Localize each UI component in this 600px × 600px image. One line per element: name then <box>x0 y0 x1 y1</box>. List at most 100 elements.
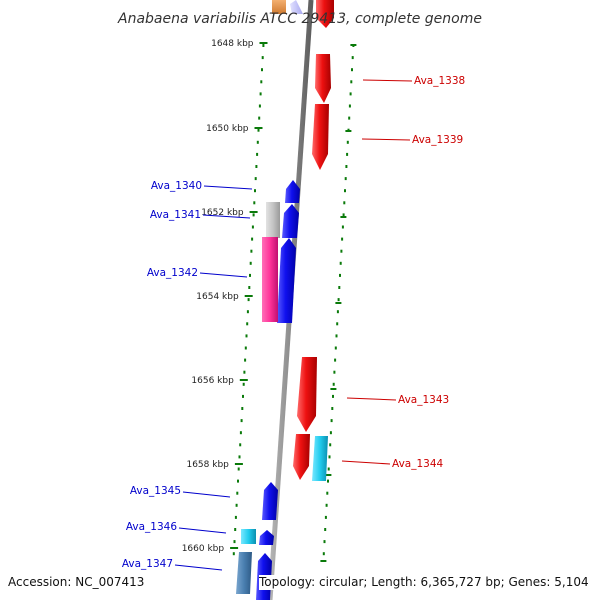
track-tick <box>244 358 247 362</box>
track-tick <box>246 322 249 326</box>
track-tick <box>344 189 346 193</box>
track-tick <box>262 44 265 47</box>
kbp-label: 1650 kbp <box>206 124 249 134</box>
track-tick <box>232 552 235 556</box>
track-tick <box>257 128 260 132</box>
gene-label-ava-1340[interactable]: Ava_1340 <box>151 180 202 192</box>
track-tick <box>322 552 325 556</box>
track-tick <box>332 382 335 386</box>
gene-feature-ava-1338[interactable] <box>315 54 331 103</box>
track-tick <box>335 334 338 338</box>
leader-line-ava-1346 <box>178 527 227 534</box>
gene-feature-ava-1342[interactable] <box>262 237 296 323</box>
track-tick <box>342 213 345 217</box>
track-tick <box>239 431 242 435</box>
track-tick <box>323 540 326 544</box>
kbp-major-tick <box>259 42 268 44</box>
gene-label-ava-1344[interactable]: Ava_1344 <box>392 458 444 470</box>
track-tick <box>344 177 347 181</box>
track-tick <box>343 201 346 205</box>
track-tick <box>235 503 238 507</box>
leader-line-ava-1344 <box>341 460 391 465</box>
gene-label-ava-1347[interactable]: Ava_1347 <box>122 558 173 570</box>
track-tick <box>250 249 253 253</box>
track-tick <box>258 104 261 108</box>
kbp-label: 1660 kbp <box>182 544 225 554</box>
track-tick <box>340 249 343 253</box>
gene-feature-ava-1341[interactable] <box>266 202 299 238</box>
track-tick <box>324 528 327 531</box>
track-tick <box>334 346 337 350</box>
track-tick <box>260 80 263 84</box>
feature-top-partial <box>272 0 334 28</box>
track-major-tick <box>330 388 337 390</box>
track-tick <box>240 419 243 423</box>
track-tick <box>261 68 263 72</box>
track-tick <box>233 540 236 544</box>
gene-feature-ava-1339[interactable] <box>312 104 329 170</box>
leader-line-ava-1340 <box>203 185 253 190</box>
track-tick <box>249 273 251 277</box>
track-tick <box>249 261 252 265</box>
track-tick <box>238 455 241 459</box>
gene-label-ava-1342[interactable]: Ava_1342 <box>147 267 198 279</box>
track-major-tick <box>340 216 347 218</box>
kbp-major-tick <box>249 211 258 213</box>
track-tick <box>348 116 351 120</box>
gene-feature-ava-1343[interactable] <box>297 357 317 432</box>
track-tick <box>339 261 342 265</box>
kbp-label: 1648 kbp <box>211 39 254 49</box>
tick-tracks <box>232 44 357 562</box>
track-tick <box>234 528 237 531</box>
track-tick <box>334 358 337 362</box>
track-tick <box>246 310 249 314</box>
kbp-label: 1658 kbp <box>186 460 229 470</box>
track-tick <box>329 431 332 435</box>
leader-line-ava-1347 <box>174 564 223 571</box>
gene-label-ava-1341[interactable]: Ava_1341 <box>150 209 201 221</box>
gene-feature-ava-1345[interactable] <box>262 482 278 520</box>
track-tick <box>234 515 237 519</box>
gene-label-ava-1343[interactable]: Ava_1343 <box>398 394 449 406</box>
track-tick <box>325 503 328 507</box>
track-tick <box>251 237 254 241</box>
track-tick <box>237 467 240 471</box>
leader-line-ava-1341 <box>202 214 251 219</box>
gene-feature-ava-1344[interactable] <box>293 434 328 481</box>
track-tick <box>324 515 327 519</box>
track-tick <box>336 310 339 314</box>
track-tick <box>327 467 330 471</box>
track-tick <box>339 273 341 277</box>
track-tick <box>349 92 352 96</box>
leader-line-ava-1343 <box>346 397 397 401</box>
track-tick <box>259 92 262 96</box>
gene-label-ava-1339[interactable]: Ava_1339 <box>412 134 463 146</box>
track-tick <box>341 225 344 229</box>
track-tick <box>236 491 239 495</box>
track-major-tick <box>325 474 332 476</box>
track-major-tick <box>335 302 342 304</box>
track-tick <box>336 322 339 326</box>
track-tick <box>242 394 244 398</box>
position-scale: 1648 kbp 1650 kbp 1652 kbp 1654 kbp 1656 kbp… <box>182 39 268 554</box>
track-tick <box>333 370 336 374</box>
track-tick <box>351 68 353 72</box>
track-tick <box>239 443 242 447</box>
track-tick <box>346 152 349 156</box>
gene-label-ava-1338[interactable]: Ava_1338 <box>414 75 465 87</box>
leader-line-ava-1338 <box>362 79 413 82</box>
track-tick <box>243 370 246 374</box>
gene-feature-ava-1346[interactable] <box>241 529 274 545</box>
accession-label: Accession: NC_007413 <box>8 575 145 590</box>
genome-summary: Topology: circular; Length: 6,365,727 bp… <box>259 575 589 590</box>
track-tick <box>338 286 341 289</box>
kbp-label: 1654 kbp <box>196 292 239 302</box>
track-tick <box>331 407 334 410</box>
track-tick <box>241 407 244 410</box>
gene-feature-ava-1340[interactable] <box>285 180 300 203</box>
track-tick <box>328 455 331 459</box>
gene-label-ava-1345[interactable]: Ava_1345 <box>130 485 181 497</box>
leader-line-ava-1342 <box>199 272 248 278</box>
track-tick <box>256 140 259 144</box>
gene-label-ava-1346[interactable]: Ava_1346 <box>126 521 178 533</box>
